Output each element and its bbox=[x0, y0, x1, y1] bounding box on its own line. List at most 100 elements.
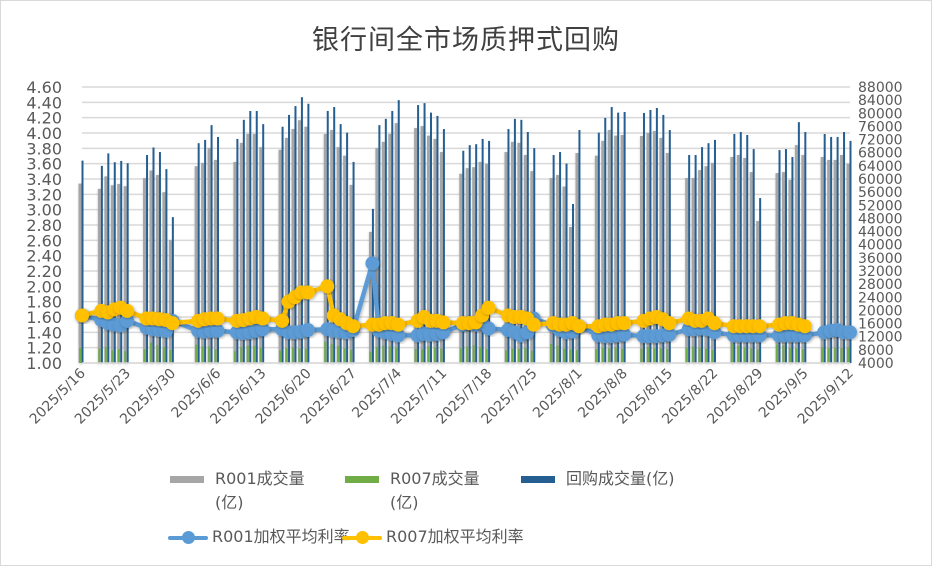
bar-r007-volume bbox=[659, 348, 662, 363]
legend-unit: (亿) bbox=[215, 493, 244, 512]
bar-repo-volume bbox=[107, 153, 110, 363]
legend-r001-volume: R001成交量 (亿) bbox=[170, 467, 305, 515]
bar-r007-volume bbox=[595, 349, 598, 363]
bar-repo-volume bbox=[442, 129, 445, 363]
bar-r001-volume bbox=[459, 173, 463, 363]
bar-repo-volume bbox=[668, 130, 671, 363]
bar-r007-volume bbox=[459, 347, 462, 363]
bar-r007-volume bbox=[143, 349, 146, 363]
bar-r007-volume bbox=[556, 345, 559, 363]
bar-r007-volume bbox=[472, 345, 475, 363]
bar-r001-volume bbox=[123, 186, 127, 363]
bar-r001-volume bbox=[472, 167, 476, 363]
bar-r001-volume bbox=[620, 134, 624, 363]
bar-r007-volume bbox=[440, 348, 443, 363]
r001-rate-point bbox=[120, 313, 135, 328]
bar-r001-volume bbox=[730, 156, 734, 363]
r007-rate-point bbox=[707, 316, 722, 331]
bar-r007-volume bbox=[821, 347, 824, 363]
right-axis-tick: 48000 bbox=[858, 211, 903, 227]
bar-r007-volume bbox=[730, 343, 733, 363]
bar-repo-volume bbox=[81, 160, 84, 363]
left-axis-tick: 4.60 bbox=[26, 78, 62, 97]
r001-rate-point bbox=[210, 323, 225, 338]
bar-r001-volume bbox=[465, 168, 469, 363]
r007-rate-point bbox=[752, 319, 767, 334]
bar-repo-volume bbox=[513, 118, 516, 363]
bar-r001-volume bbox=[259, 147, 263, 363]
bar-r001-volume bbox=[117, 183, 121, 363]
bar-r007-volume bbox=[388, 346, 391, 363]
bar-repo-volume bbox=[242, 119, 245, 363]
bar-repo-volume bbox=[707, 143, 710, 363]
left-axis-tick: 2.80 bbox=[26, 216, 62, 235]
bar-r007-volume bbox=[827, 347, 830, 363]
left-axis-tick: 3.00 bbox=[26, 201, 62, 220]
bar-r007-volume bbox=[575, 350, 578, 363]
bar-r001-volume bbox=[278, 149, 282, 363]
left-axis-tick: 1.00 bbox=[26, 354, 62, 373]
bar-repo-volume bbox=[391, 110, 394, 363]
bar-repo-volume bbox=[713, 139, 716, 363]
bar-r001-volume bbox=[594, 155, 598, 363]
bar-repo-volume bbox=[288, 114, 291, 363]
right-axis-tick: 28000 bbox=[858, 277, 903, 293]
bar-r007-volume bbox=[608, 348, 611, 363]
r001-rate-point bbox=[365, 256, 380, 271]
bar-r007-volume bbox=[195, 344, 198, 363]
bar-r007-volume bbox=[162, 347, 165, 363]
bar-r001-volume bbox=[801, 155, 805, 363]
r001-rate-point bbox=[843, 325, 857, 340]
bar-repo-volume bbox=[481, 138, 484, 363]
legend-label: 回购成交量(亿) bbox=[566, 469, 675, 488]
bar-repo-volume bbox=[610, 107, 613, 364]
bar-repo-volume bbox=[655, 108, 658, 364]
right-axis-tick: 60000 bbox=[858, 172, 903, 188]
bar-r007-volume bbox=[233, 351, 236, 363]
bar-r001-volume bbox=[252, 133, 256, 363]
bar-r001-volume bbox=[549, 178, 553, 363]
r001-rate-point bbox=[300, 323, 315, 338]
bar-r007-volume bbox=[653, 347, 656, 363]
r001-rate-point bbox=[255, 322, 270, 337]
left-axis-tick: 3.60 bbox=[26, 155, 62, 174]
bar-repo-volume bbox=[597, 132, 600, 363]
bar-repo-volume bbox=[468, 145, 471, 363]
bar-r001-volume bbox=[143, 178, 147, 363]
bar-r007-volume bbox=[304, 348, 307, 363]
bar-r007-volume bbox=[337, 345, 340, 363]
left-axis-tick: 2.40 bbox=[26, 247, 62, 266]
bar-r001-volume bbox=[698, 170, 702, 363]
legend-r001-rate: R001加权平均利率 bbox=[168, 525, 350, 549]
bar-r007-volume bbox=[550, 343, 553, 363]
bar-repo-volume bbox=[165, 169, 168, 363]
bar-r007-volume bbox=[601, 347, 604, 363]
bar-r001-volume bbox=[846, 163, 850, 363]
bar-r001-volume bbox=[840, 155, 844, 363]
bar-r007-volume bbox=[395, 347, 398, 363]
bar-r001-volume bbox=[149, 170, 153, 363]
right-axis-tick: 76000 bbox=[858, 119, 903, 135]
bar-r007-volume bbox=[666, 349, 669, 363]
left-axis-tick: 4.00 bbox=[26, 124, 62, 143]
bar-r001-volume bbox=[233, 161, 237, 363]
bar-r001-volume bbox=[285, 137, 289, 363]
bar-r007-volume bbox=[375, 346, 378, 363]
bar-r001-volume bbox=[646, 133, 650, 363]
bar-r001-volume bbox=[788, 179, 792, 363]
bar-r007-volume bbox=[111, 350, 114, 363]
bar-repo-volume bbox=[152, 147, 155, 363]
bar-r001-volume bbox=[414, 128, 418, 363]
bar-r007-volume bbox=[124, 351, 127, 363]
r007-rate-point bbox=[346, 319, 361, 334]
bar-r007-volume bbox=[621, 348, 624, 363]
r007-rate-point bbox=[275, 313, 290, 328]
bar-r007-volume bbox=[737, 345, 740, 363]
bar-repo-volume bbox=[778, 150, 781, 363]
bar-r007-volume bbox=[149, 342, 152, 363]
r007-rate-point bbox=[165, 316, 180, 331]
bar-repo-volume bbox=[326, 110, 329, 363]
bar-r007-volume bbox=[692, 346, 695, 363]
bar-repo-volume bbox=[571, 203, 574, 363]
left-axis-tick: 2.00 bbox=[26, 277, 62, 296]
